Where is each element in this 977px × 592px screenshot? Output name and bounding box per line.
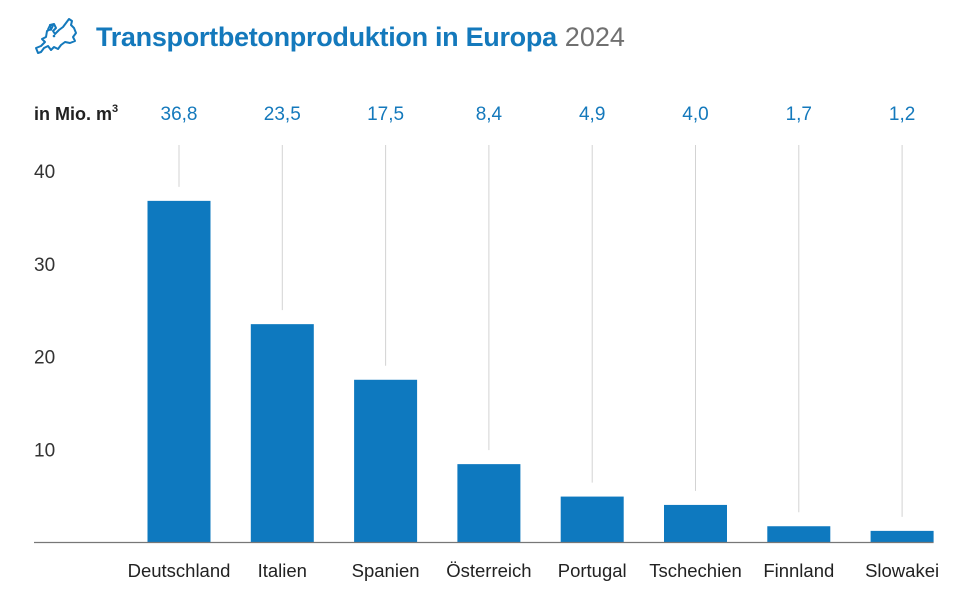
unit-label-text: in Mio. m — [34, 104, 112, 124]
value-label: 17,5 — [367, 104, 404, 125]
bars — [147, 200, 934, 542]
bar-italien — [250, 324, 314, 542]
category-label: Italien — [258, 560, 307, 581]
bar-spanien — [354, 379, 418, 542]
bar-finnland — [767, 526, 831, 542]
category-label: Tschechien — [649, 560, 742, 581]
category-label: Slowakei — [865, 560, 939, 581]
bar-sterreich — [457, 464, 521, 542]
y-axis: 10 20 30 40 — [34, 162, 55, 461]
unit-label-superscript: 3 — [112, 103, 118, 115]
chart-year: 2024 — [564, 21, 625, 52]
value-label: 8,4 — [476, 104, 503, 125]
category-label: Spanien — [352, 560, 420, 581]
value-label: 4,0 — [682, 104, 708, 125]
value-label: 36,8 — [161, 104, 198, 125]
category-labels: Deutschland Italien Spanien Österreich Portu… — [128, 560, 940, 581]
chart-header: Transportbetonproduktion in Europa 2024 — [30, 12, 625, 62]
category-label: Finnland — [763, 560, 834, 581]
y-tick-label: 40 — [34, 162, 55, 183]
unit-label: in Mio. m3 — [34, 103, 118, 124]
category-label: Portugal — [558, 560, 627, 581]
europe-map-icon — [35, 18, 77, 54]
leader-lines — [178, 145, 903, 517]
value-labels: 36,8 23,5 17,5 8,4 4,9 4,0 1,7 1,2 — [161, 104, 916, 125]
category-label: Deutschland — [128, 560, 231, 581]
value-label: 4,9 — [579, 104, 605, 125]
y-tick-label: 20 — [34, 348, 55, 369]
chart-title: Transportbetonproduktion in Europa — [96, 21, 557, 52]
bar-portugal — [560, 496, 624, 542]
value-label: 1,2 — [889, 104, 915, 125]
y-tick-label: 30 — [34, 255, 55, 276]
value-label: 23,5 — [264, 104, 301, 125]
bar-tschechien — [664, 504, 727, 542]
bar-deutschland — [147, 200, 211, 542]
y-tick-label: 10 — [34, 440, 55, 461]
bar-slowakei — [870, 530, 934, 542]
category-label: Österreich — [446, 560, 531, 581]
value-label: 1,7 — [786, 104, 812, 125]
